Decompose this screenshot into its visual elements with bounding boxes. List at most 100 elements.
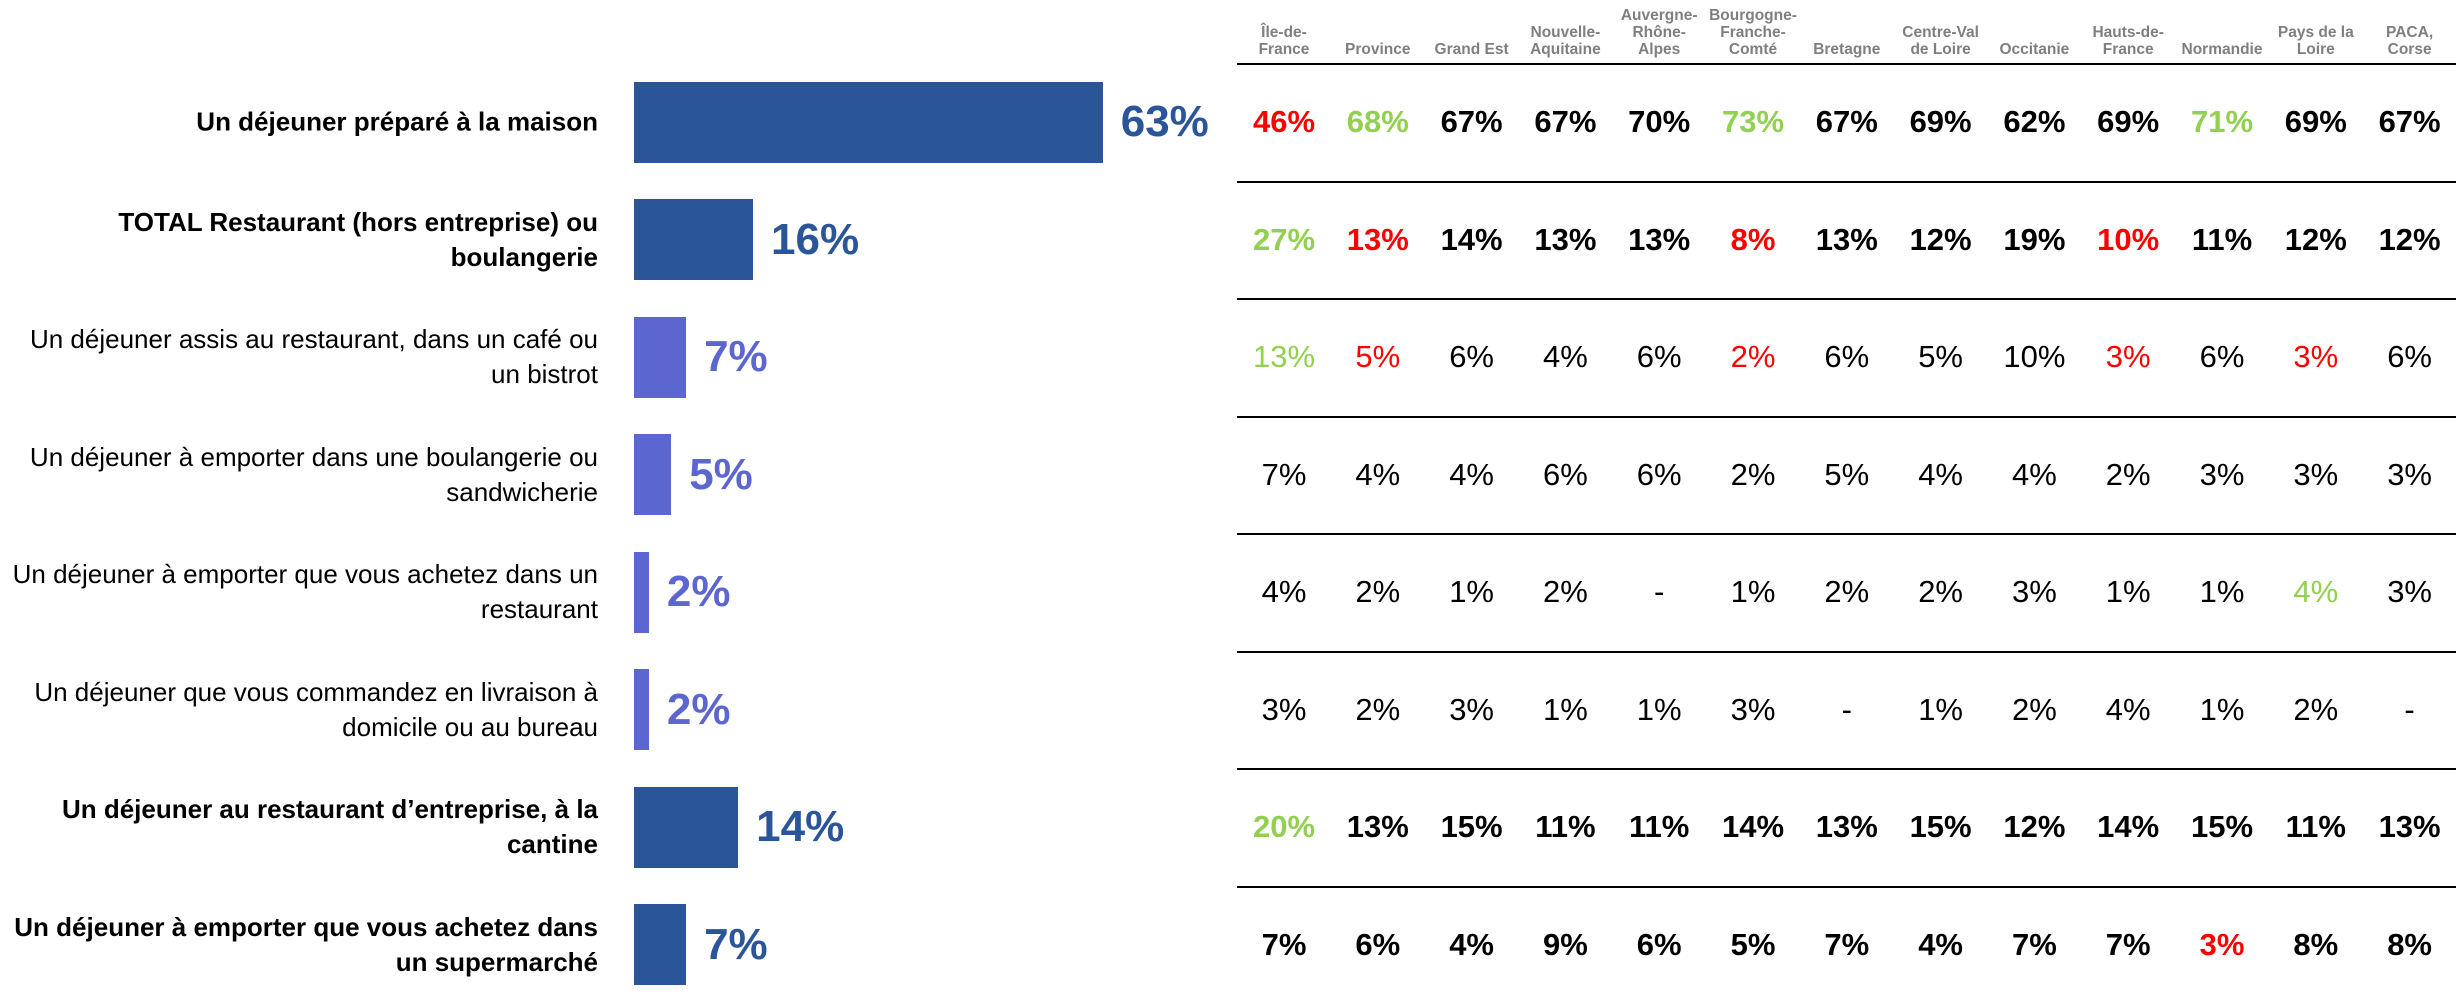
table-cell: 6% — [1636, 456, 1682, 492]
table-cell: 7% — [2011, 926, 2057, 962]
table-cell: 15% — [1909, 809, 1972, 844]
table-cell: 11% — [1629, 809, 1690, 844]
value-label: 2% — [666, 567, 731, 616]
table-cell: 3% — [2387, 456, 2432, 492]
table-cell: 2% — [1918, 574, 1963, 609]
table-cell: 13% — [2378, 809, 2441, 844]
table-cell: 3% — [2199, 926, 2245, 962]
value-label: 7% — [704, 919, 768, 969]
table-cell: 3% — [1449, 691, 1494, 727]
table-cell: 67% — [1440, 104, 1503, 139]
table-cell: 4% — [1918, 926, 1963, 962]
table-cell: 2% — [2105, 456, 2151, 492]
value-label: 5% — [689, 449, 753, 499]
table-cell: 2% — [1730, 456, 1776, 492]
table-cell: - — [2404, 691, 2415, 727]
value-label: 2% — [666, 684, 731, 734]
table-cell: 11% — [2285, 809, 2346, 844]
table-cell: 1% — [1449, 574, 1494, 609]
table-cell: 1% — [2199, 574, 2245, 609]
bar — [634, 904, 687, 985]
table-cell: 5% — [1355, 339, 1401, 374]
table-cell: 13% — [1252, 339, 1316, 374]
table-cell: 4% — [1261, 574, 1307, 609]
table-cell: 2% — [2011, 691, 2057, 727]
value-label: 16% — [771, 214, 860, 264]
table-cell: 68% — [1346, 104, 1409, 139]
category-label: Un déjeuner assis au restaurant, dans un… — [29, 324, 598, 389]
table-cell: 15% — [2190, 809, 2254, 844]
row-rule — [1237, 885, 2456, 888]
table-cell: 8% — [1730, 221, 1776, 257]
column-header: Hauts-de-France — [2092, 24, 2164, 58]
table-cell: 4% — [2293, 574, 2339, 609]
table-cell: 2% — [2293, 691, 2339, 727]
table-cell: 3% — [2011, 574, 2057, 609]
table-cell: 7% — [1261, 456, 1307, 492]
header-rule — [1237, 63, 2456, 65]
column-header: Province — [1345, 41, 1411, 58]
column-header: Bourgogne-Franche-Comté — [1709, 7, 1797, 58]
table-cell: 4% — [2011, 456, 2057, 492]
column-header: Auvergne-Rhône-Alpes — [1620, 7, 1698, 58]
table-cell: 6% — [1636, 339, 1682, 374]
value-label: 63% — [1120, 97, 1209, 146]
value-label: 7% — [704, 332, 768, 381]
table-cell: - — [1841, 691, 1852, 727]
table-cell: 7% — [1824, 926, 1870, 962]
table-cell: 12% — [2378, 221, 2441, 257]
table-cell: 70% — [1628, 104, 1691, 139]
table-cell: 3% — [2387, 574, 2432, 609]
table-cell: 7% — [2105, 926, 2151, 962]
table-cell: 62% — [2003, 104, 2066, 139]
category-label: Un déjeuner que vous commandez en livrai… — [34, 676, 598, 742]
table-cell: 13% — [1815, 809, 1878, 844]
table-cell: 1% — [2105, 574, 2151, 609]
column-header: Île-de-France — [1258, 24, 1310, 58]
table-cell: 3% — [2293, 456, 2339, 492]
column-header: Normandie — [2181, 41, 2263, 58]
row-rule — [1237, 650, 2456, 653]
table-cell: 6% — [2387, 339, 2432, 374]
table-cell: 11% — [1535, 809, 1596, 844]
table-cell: 4% — [1918, 456, 1963, 492]
table-cell: 19% — [2003, 221, 2066, 257]
table-cell: 6% — [1636, 926, 1682, 962]
table-cell: 67% — [1815, 104, 1878, 139]
column-header: Occitanie — [1999, 41, 2070, 58]
table-cell: 6% — [2199, 339, 2245, 374]
table-cell: 6% — [1449, 339, 1494, 374]
table-cell: 11% — [2191, 221, 2253, 257]
table-cell: 2% — [1730, 339, 1776, 374]
table-cell: 2% — [1355, 574, 1401, 609]
table-cell: 4% — [1355, 456, 1401, 492]
table-cell: 4% — [1542, 339, 1588, 374]
table-cell: 3% — [2293, 339, 2339, 374]
table-cell: 4% — [1449, 456, 1494, 492]
bar — [634, 199, 754, 280]
table-cell: 9% — [1542, 926, 1588, 962]
table-cell: 27% — [1252, 221, 1316, 257]
table-cell: 13% — [1346, 221, 1409, 257]
table-cell: 67% — [2378, 104, 2441, 139]
table-cell: 10% — [2097, 221, 2160, 257]
bar — [634, 669, 649, 750]
bar — [634, 786, 739, 868]
row-rule — [1237, 768, 2456, 770]
table-cell: 1% — [1918, 691, 1963, 727]
table-cell: 8% — [2293, 926, 2339, 962]
table-cell: 13% — [1534, 221, 1597, 257]
bar — [634, 551, 649, 633]
table-cell: 69% — [1909, 104, 1972, 139]
table-cell: 14% — [1721, 809, 1785, 844]
category-label: Un déjeuner à emporter que vous achetez … — [14, 911, 598, 977]
table-cell: 4% — [1449, 926, 1494, 962]
table-cell: 8% — [2387, 926, 2432, 962]
row-rule — [1237, 415, 2456, 418]
column-header: Nouvelle-Aquitaine — [1530, 24, 1601, 58]
category-label: TOTAL Restaurant (hors entreprise) ou bo… — [118, 206, 598, 272]
table-cell: 6% — [1542, 456, 1588, 492]
table-cell: 5% — [1730, 926, 1776, 962]
column-header: Centre-Val de Loire — [1902, 24, 1979, 58]
